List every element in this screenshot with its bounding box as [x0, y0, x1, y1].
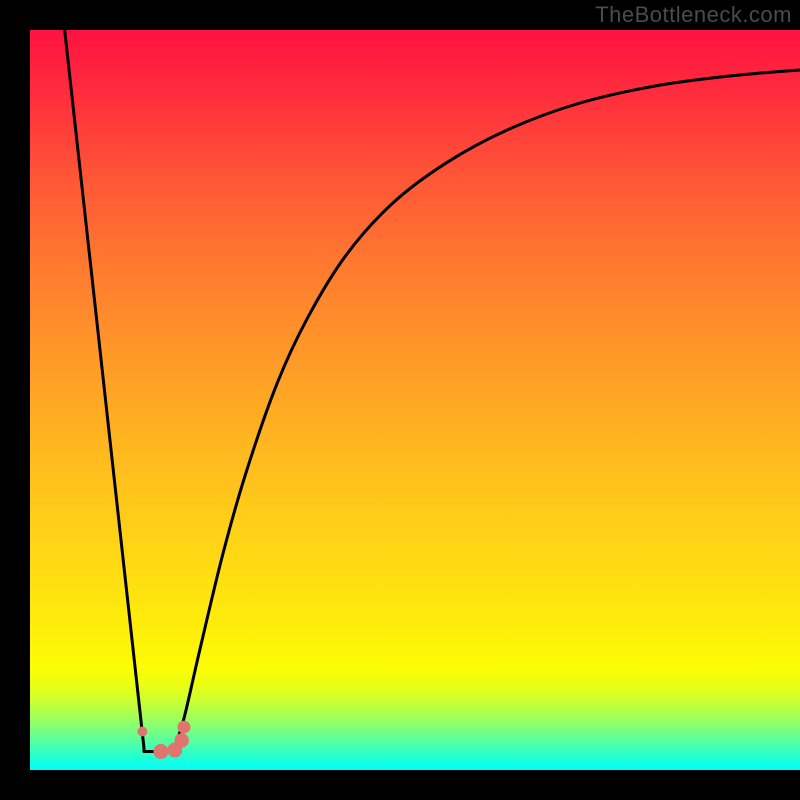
valley-marker: [174, 733, 188, 747]
gradient-background: [30, 30, 800, 770]
valley-marker: [178, 721, 191, 734]
chart-container: { "watermark": "TheBottleneck.com", "wat…: [0, 0, 800, 800]
watermark-text: TheBottleneck.com: [595, 2, 792, 28]
valley-marker: [153, 744, 168, 759]
valley-marker: [137, 727, 147, 737]
bottleneck-chart: [30, 30, 800, 770]
